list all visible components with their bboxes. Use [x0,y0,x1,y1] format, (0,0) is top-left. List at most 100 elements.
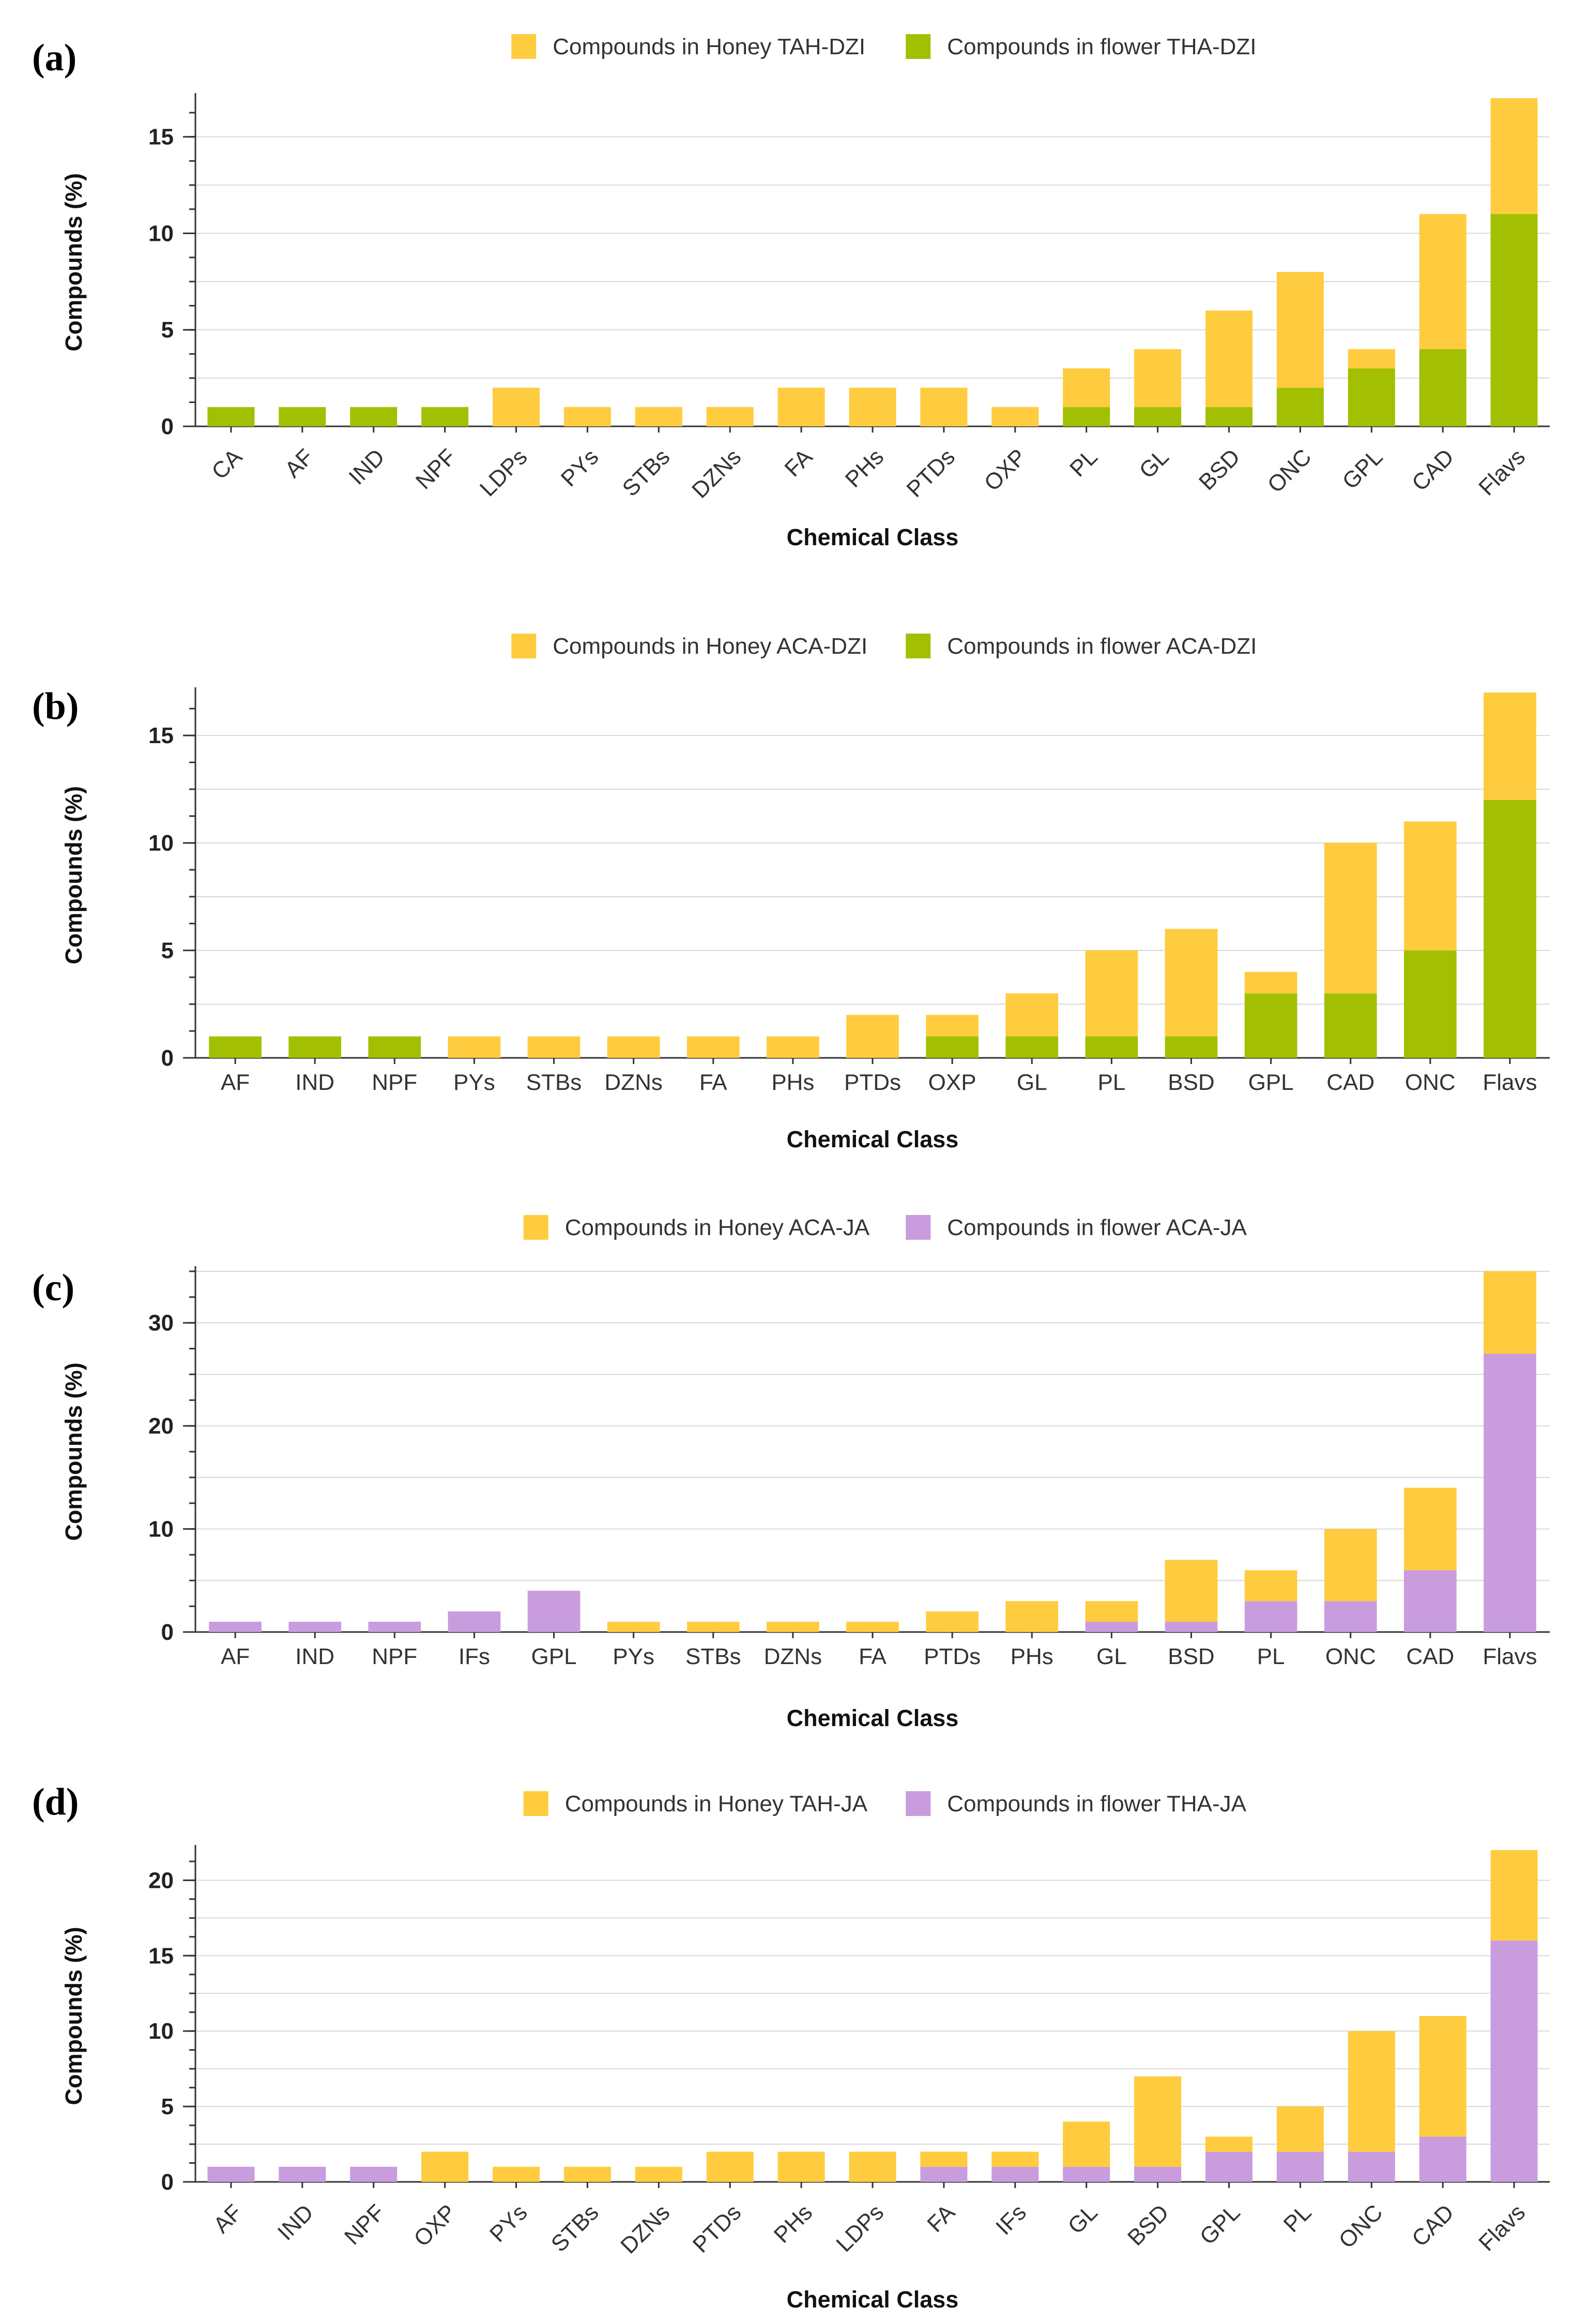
y-axis-title: Compounds (%) [60,1363,87,1541]
x-tick-label: PYs [613,1644,654,1669]
bar-dzns-honey [607,1036,660,1058]
x-tick-label: STBs [526,1070,582,1095]
bar-cad-flower [1403,1570,1457,1632]
bar-ind-flower [279,2166,326,2182]
x-tick-label: PHs [1011,1644,1053,1669]
chart-b: 0 5 10 15 AF IND NPF PYs STBs DZNs FA PHs PTDs OXP GL P… [60,634,1550,1152]
x-tick-label: GPL [531,1644,577,1669]
bar-stbs-honey [686,1622,740,1632]
y-tick-label: 10 [148,1517,174,1542]
y-axis-title: Compounds (%) [60,1927,87,2105]
bar-onc-honey [1324,1529,1377,1602]
bar-pl-honey [1276,2106,1324,2152]
bar-ind-flower [288,1036,342,1058]
x-tick-label: PL [1257,1644,1285,1669]
bar-pys-honey [448,1036,501,1058]
bar-gl-honey [1005,993,1059,1037]
x-tick-label: PYs [556,444,604,491]
bar-fa-flower [920,2166,968,2182]
panel-d: (d) 0 5 10 15 20 AF IND NPF OXP PYs STBs DZNs PTDs PH… [0,1742,1573,2324]
bar-onc-flower [1403,950,1457,1058]
legend-label: Compounds in flower THA-DZI [947,34,1256,59]
x-tick-label: GPL [1195,2199,1245,2250]
panel-label-c: (c) [32,1267,75,1309]
panel-c: (c) 0 10 20 30 AF IND NPF IFs GPL PYs STBs DZNs FA PT… [0,1163,1573,1742]
x-tick-label: PTDs [902,444,960,502]
x-tick-label: IFs [459,1644,490,1669]
bar-fa-honey [846,1622,899,1632]
bar-oxp-honey [421,2151,469,2182]
legend-label: Compounds in flower ACA-JA [947,1215,1247,1240]
bar-gpl-flower [527,1591,581,1632]
bar-flavs-honey [1484,692,1536,800]
bar-pl-honey [1085,950,1138,1037]
legend: Compounds in Honey TAH-DZI Compounds in f… [511,34,1257,59]
x-axis-title: Chemical Class [787,524,959,550]
x-tick-label: FA [922,2199,960,2237]
x-axis-title: Chemical Class [787,1705,959,1731]
x-tick-label: NPF [340,2199,390,2250]
x-tick-label: OXP [928,1070,976,1095]
bar-gpl-honey [1244,972,1297,994]
bar-gl-honey [1063,2121,1110,2167]
x-tick-label: Flavs [1483,1070,1537,1095]
bars [209,692,1536,1058]
x-tick-label: PTDs [688,2199,746,2257]
x-tick-label: IND [295,1070,334,1095]
x-tick-label: ONC [1263,444,1317,498]
bar-bsd-flower [1205,407,1253,426]
bar-dzns-honey [635,2166,682,2182]
y-tick-label: 5 [161,2094,174,2119]
x-tick-label: PYs [453,1070,495,1095]
bar-gl-flower [1005,1036,1059,1058]
bar-phs-honey [849,388,896,426]
x-tick-label: CAD [1326,1070,1375,1095]
y-tick-label: 0 [161,1045,174,1071]
bar-cad-flower [1419,349,1467,426]
bar-gl-flower [1134,407,1182,426]
bar-bsd-flower [1165,1036,1218,1058]
bar-pys-honey [563,407,611,426]
bar-bsd-flower [1165,1622,1218,1632]
x-tick-label: PYs [485,2199,532,2247]
legend-swatch [906,34,931,59]
x-tick-label: DZNs [604,1070,662,1095]
x-tick-label: OXP [980,444,1031,496]
bar-gl-honey [1085,1601,1138,1622]
bar-gpl-flower [1348,368,1395,426]
bar-stbs-honey [527,1036,581,1058]
bars [207,1850,1538,2182]
x-tick-label: PTDs [844,1070,901,1095]
bar-cad-honey [1324,843,1377,994]
bar-dzns-honey [767,1622,819,1632]
x-tick-label: PL [1279,2199,1317,2237]
y-tick-label: 10 [148,221,174,246]
legend-label: Compounds in Honey ACA-JA [565,1215,870,1240]
x-tick-label: IND [273,2199,318,2245]
x-axis-title: Chemical Class [787,2286,959,2313]
x-tick-label: ONC [1325,1644,1376,1669]
bar-gpl-honey [1205,2136,1253,2152]
bar-bsd-honey [1165,929,1218,1037]
bar-npf-flower [368,1622,421,1632]
bar-bsd-flower [1134,2166,1182,2182]
y-axis-title: Compounds (%) [60,786,87,964]
bar-flavs-honey [1484,1271,1536,1354]
panel-label-b: (b) [32,685,79,728]
bar-ptds-honey [706,2151,754,2182]
x-tick-label: GL [1096,1644,1127,1669]
bar-fa-honey [686,1036,740,1058]
legend-swatch [906,1215,931,1240]
x-tick-label: GL [1134,444,1173,483]
gridlines [195,136,1550,379]
x-tick-label: ONC [1334,2199,1388,2253]
legend-swatch [906,1791,931,1816]
x-tick-label: CAD [1407,444,1459,496]
bar-ind-flower [288,1622,342,1632]
x-tick-label: STBs [685,1644,741,1669]
bar-ifs-flower [448,1611,501,1632]
x-tick-label: BSD [1168,1644,1214,1669]
bar-af-flower [209,1622,262,1632]
bar-oxp-honey [991,407,1039,426]
x-tick-label: Flavs [1474,444,1530,500]
